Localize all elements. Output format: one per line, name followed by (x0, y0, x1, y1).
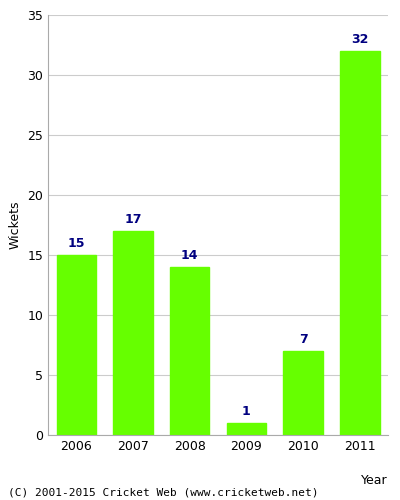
Bar (340, 51, 380, 435)
Text: (C) 2001-2015 Cricket Web (www.cricketweb.net): (C) 2001-2015 Cricket Web (www.cricketwe… (8, 488, 318, 498)
Bar (170, 267, 210, 435)
Bar (226, 423, 266, 435)
Bar (283, 351, 323, 435)
Text: 7: 7 (299, 333, 307, 346)
Text: 17: 17 (124, 213, 142, 226)
Bar (113, 231, 153, 435)
Bar (56, 255, 96, 435)
Text: 15: 15 (68, 237, 85, 250)
Text: Year: Year (361, 474, 388, 487)
Text: 1: 1 (242, 405, 251, 418)
Text: 14: 14 (181, 249, 198, 262)
Text: 32: 32 (351, 33, 368, 46)
Y-axis label: Wickets: Wickets (9, 200, 22, 249)
